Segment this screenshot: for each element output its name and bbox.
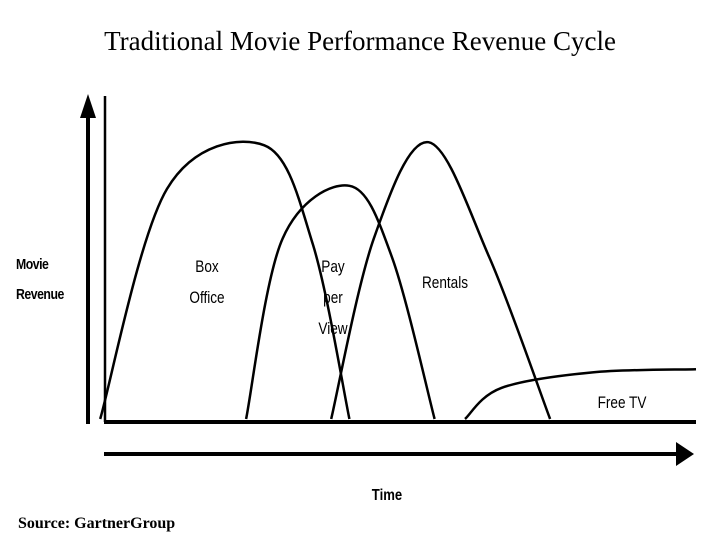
curve-free-tv: [464, 367, 697, 420]
axes: [80, 94, 696, 466]
series-label-line: Free TV: [598, 394, 647, 413]
chart-title: Traditional Movie Performance Revenue Cy…: [104, 26, 616, 56]
series-label-line: per: [323, 289, 343, 308]
series-label-box-office: Box Office: [189, 258, 224, 308]
x-axis-label: Time: [372, 487, 402, 504]
series-label-line: Box: [195, 258, 219, 277]
series-labels: Box Office Pay per View Rentals Free TV: [189, 258, 647, 413]
curve-rentals: [329, 140, 552, 420]
y-axis-label: Movie Revenue: [16, 256, 64, 303]
source-note: Source: GartnerGroup: [18, 515, 176, 532]
series-label-pay-per-view: Pay per View: [318, 258, 348, 339]
series-label-rentals: Rentals: [422, 274, 468, 293]
series-label-free-tv: Free TV: [598, 394, 647, 413]
x-axis-arrow: [676, 442, 694, 466]
series-curves: [98, 140, 697, 420]
series-label-line: Rentals: [422, 274, 468, 293]
series-label-line: View: [318, 320, 348, 339]
y-axis-arrow: [80, 94, 96, 118]
curve-box-office: [98, 140, 351, 420]
series-label-line: Office: [189, 289, 224, 308]
curve-pay-per-view: [244, 184, 436, 420]
series-label-line: Pay: [321, 258, 345, 277]
